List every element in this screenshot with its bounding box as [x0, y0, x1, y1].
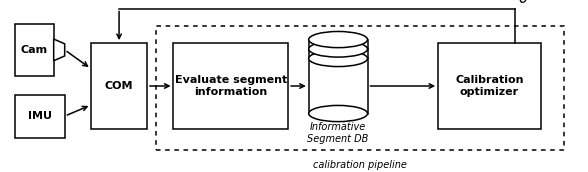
Text: COM: COM	[105, 81, 133, 91]
Bar	[309, 58, 368, 114]
Ellipse shape	[309, 105, 368, 122]
Bar	[15, 24, 54, 76]
Polygon shape	[54, 39, 65, 61]
Bar	[173, 43, 288, 129]
Text: Informative
Segment DB: Informative Segment DB	[308, 122, 369, 144]
Bar	[309, 49, 368, 58]
Ellipse shape	[309, 50, 368, 67]
Ellipse shape	[309, 31, 368, 48]
Text: Evaluate segment
information: Evaluate segment information	[175, 75, 287, 97]
Text: Calibration
optimizer: Calibration optimizer	[455, 75, 524, 97]
Bar	[91, 43, 147, 129]
Bar	[309, 40, 368, 49]
Bar	[156, 26, 564, 150]
Ellipse shape	[309, 41, 368, 57]
Text: $\hat{\theta}$: $\hat{\theta}$	[518, 0, 529, 7]
Bar	[15, 95, 65, 138]
Bar	[438, 43, 541, 129]
Text: IMU: IMU	[28, 111, 52, 121]
Text: calibration pipeline: calibration pipeline	[313, 160, 407, 170]
Text: Cam: Cam	[21, 45, 48, 55]
